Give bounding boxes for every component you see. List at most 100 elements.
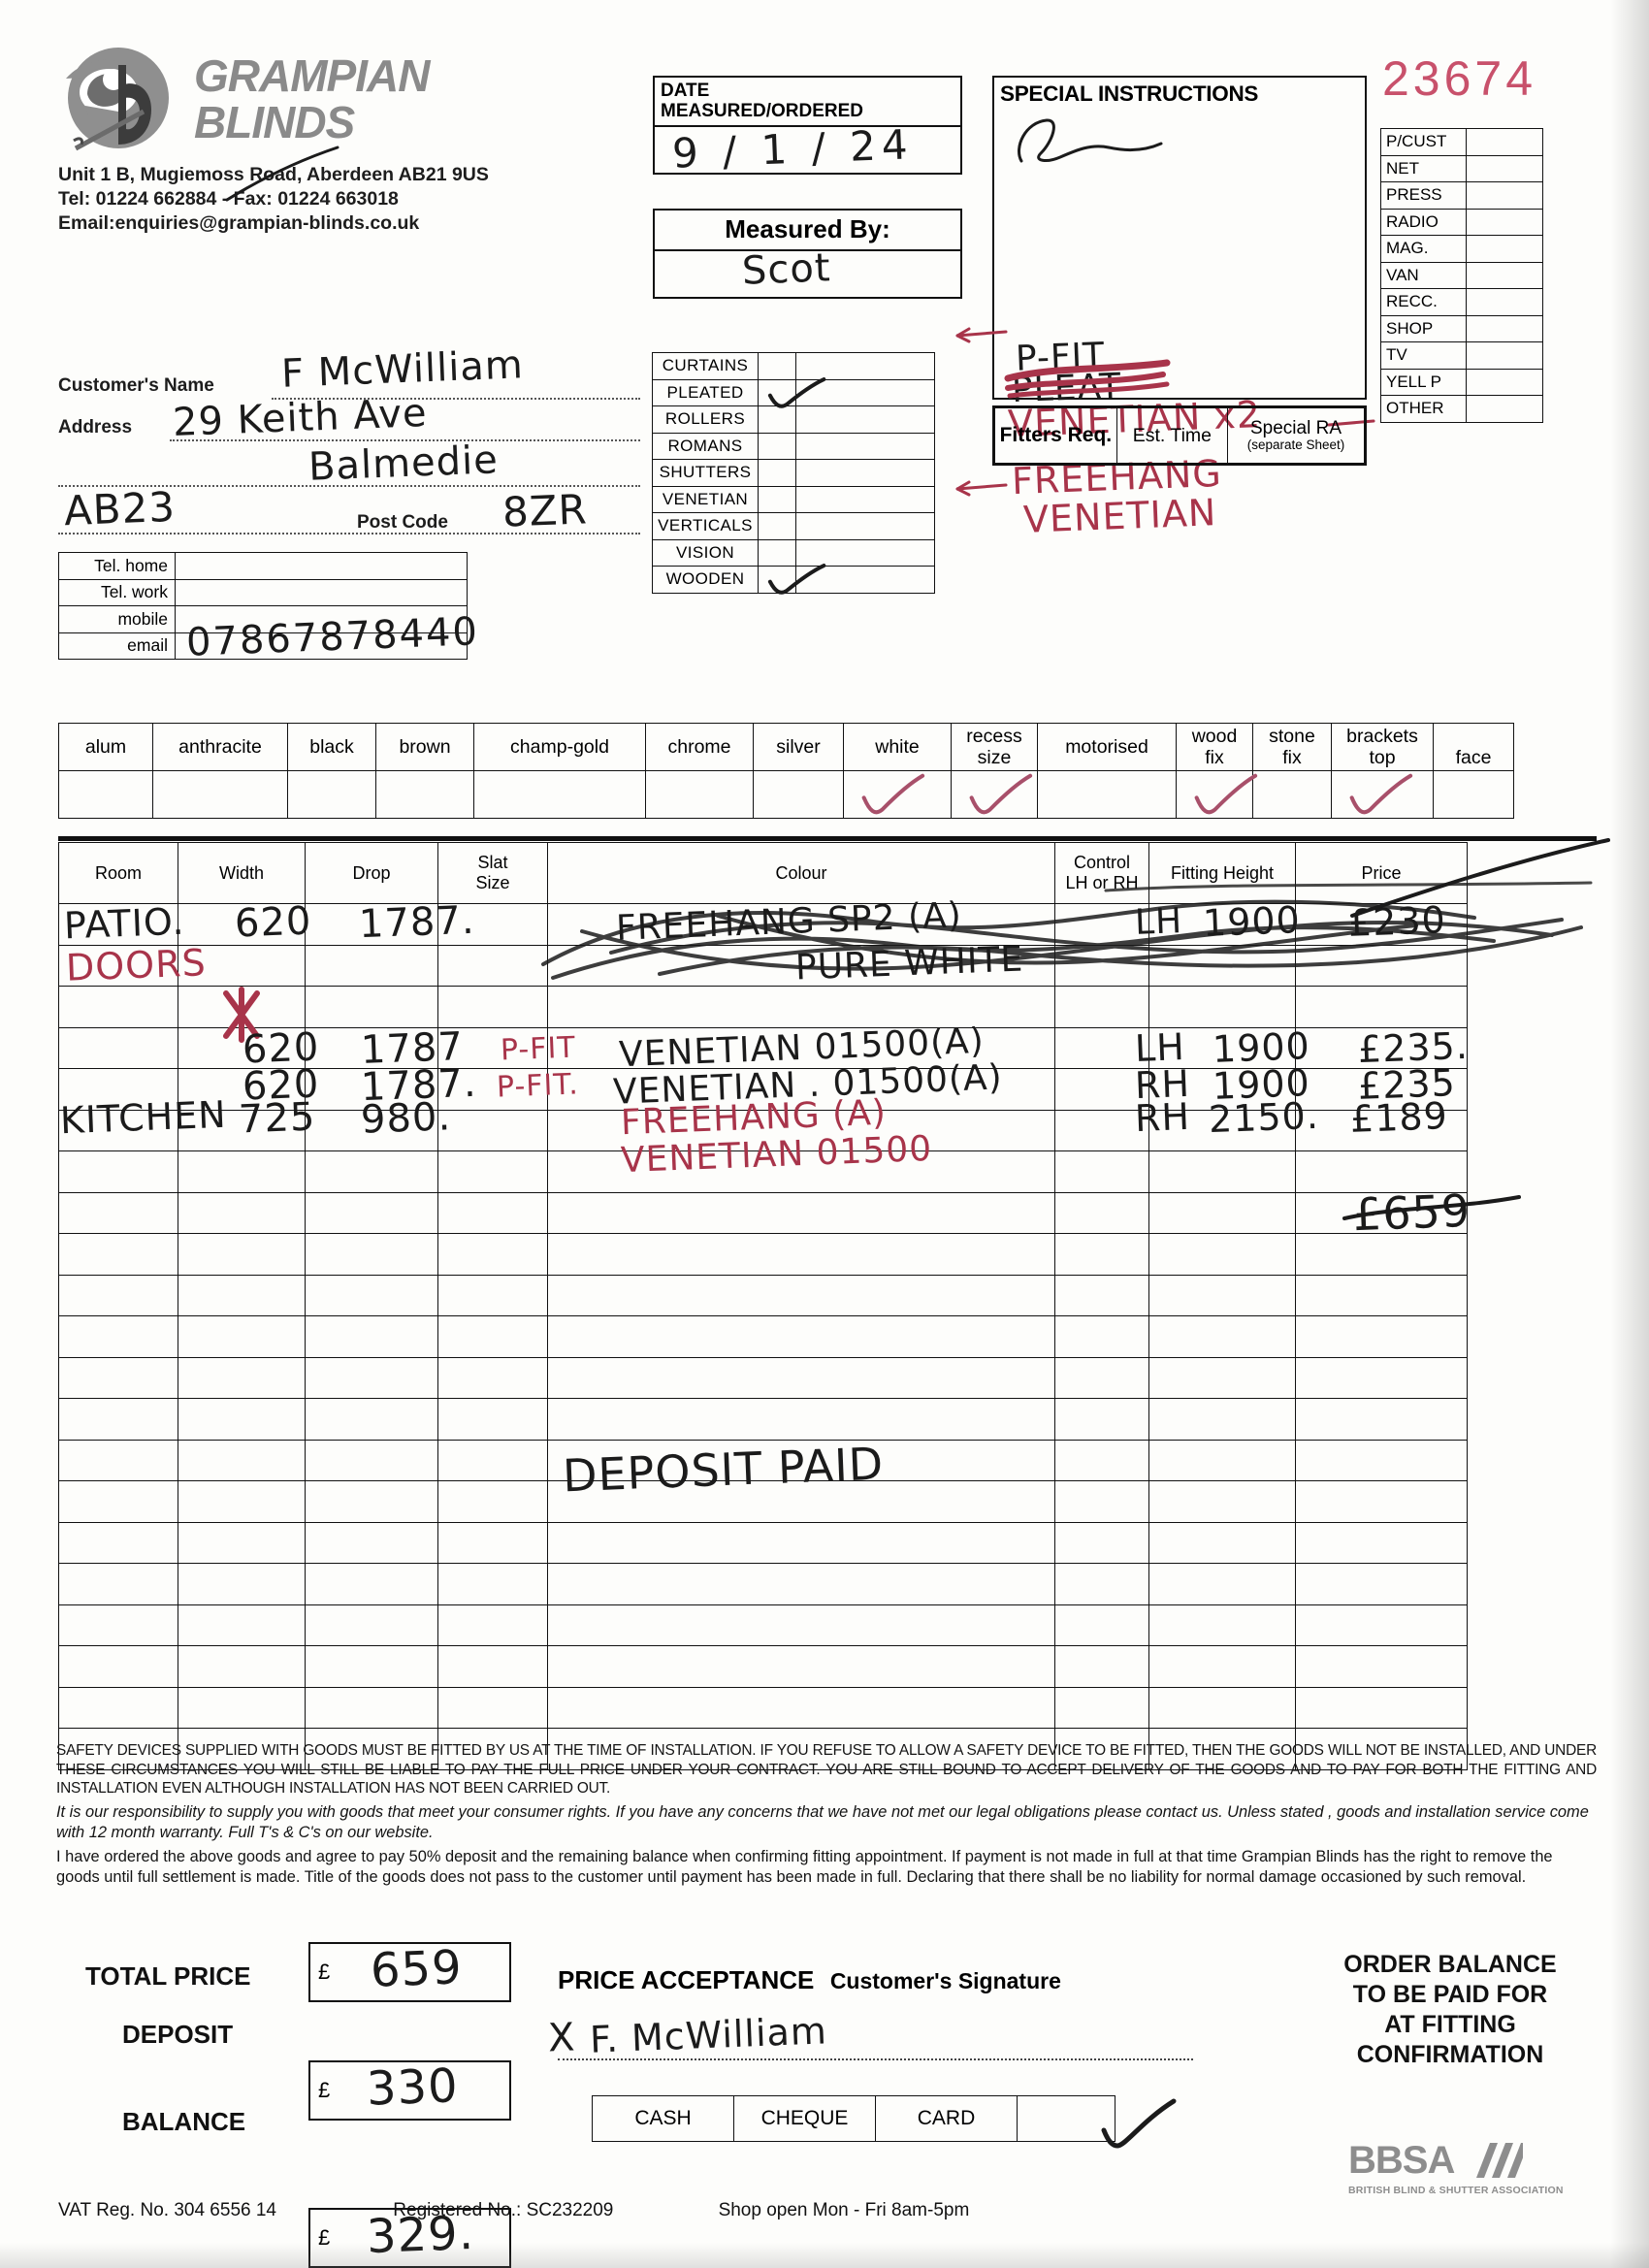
items-cell[interactable] (1054, 1150, 1149, 1193)
blind-type-check-shutters[interactable] (758, 459, 796, 487)
items-cell[interactable] (1054, 1563, 1149, 1605)
items-cell[interactable] (437, 1191, 548, 1234)
items-row[interactable] (58, 1728, 1468, 1770)
deposit-box[interactable]: £ 330 (308, 2058, 511, 2121)
blind-type-note-vision[interactable] (795, 538, 935, 567)
items-cell[interactable] (178, 1728, 306, 1770)
option-check-3[interactable] (375, 770, 474, 819)
items-cell[interactable] (178, 903, 306, 946)
items-cell[interactable] (305, 1150, 438, 1193)
items-cell[interactable] (178, 1109, 306, 1151)
balance-box[interactable]: £ 329. (308, 2206, 511, 2268)
items-row[interactable] (58, 1480, 1468, 1523)
special-instructions-box[interactable]: SPECIAL INSTRUCTIONS P-FIT PLEAT VENETIA… (992, 76, 1367, 541)
items-cell[interactable] (1295, 1026, 1468, 1069)
media-value-2[interactable] (1466, 181, 1543, 210)
items-cell[interactable] (1054, 1315, 1149, 1358)
blind-type-check-rollers[interactable] (758, 405, 796, 434)
option-check-11[interactable] (1252, 770, 1332, 819)
items-row[interactable] (58, 1398, 1468, 1441)
items-cell[interactable] (1295, 1315, 1468, 1358)
items-cell[interactable] (58, 1728, 178, 1770)
items-cell[interactable] (305, 1604, 438, 1646)
items-cell[interactable] (305, 1191, 438, 1234)
payment-method-check-cell[interactable] (1017, 2095, 1116, 2142)
items-cell[interactable] (178, 1563, 306, 1605)
items-row[interactable] (58, 1563, 1468, 1605)
items-cell[interactable] (178, 1686, 306, 1729)
blind-type-note-rollers[interactable] (795, 405, 935, 434)
items-row[interactable] (58, 986, 1468, 1028)
items-cell[interactable] (1295, 1439, 1468, 1481)
option-check-8[interactable] (951, 770, 1038, 819)
items-row[interactable] (58, 1604, 1468, 1646)
items-cell[interactable] (547, 1398, 1055, 1441)
option-check-7[interactable] (843, 770, 952, 819)
items-cell[interactable] (547, 1191, 1055, 1234)
items-cell[interactable] (178, 944, 306, 987)
items-cell[interactable] (1148, 1109, 1296, 1151)
items-cell[interactable] (437, 1728, 548, 1770)
items-row[interactable] (58, 1274, 1468, 1316)
items-cell[interactable] (1054, 1521, 1149, 1564)
items-cell[interactable] (178, 1191, 306, 1234)
items-cell[interactable] (58, 1356, 178, 1399)
items-cell[interactable] (305, 903, 438, 946)
items-cell[interactable] (178, 1315, 306, 1358)
contact-value-1[interactable] (175, 578, 468, 606)
signature-line[interactable] (558, 2058, 1193, 2060)
items-cell[interactable] (1295, 1109, 1468, 1151)
items-row[interactable] (58, 1315, 1468, 1358)
items-cell[interactable] (437, 1150, 548, 1193)
items-cell[interactable] (1295, 1398, 1468, 1441)
items-cell[interactable] (1054, 986, 1149, 1028)
option-check-2[interactable] (287, 770, 376, 819)
items-cell[interactable] (547, 1645, 1055, 1688)
items-cell[interactable] (1148, 1150, 1296, 1193)
option-check-10[interactable] (1176, 770, 1258, 819)
items-cell[interactable] (1148, 1604, 1296, 1646)
items-cell[interactable] (58, 1274, 178, 1316)
items-cell[interactable] (58, 1191, 178, 1234)
items-cell[interactable] (305, 1274, 438, 1316)
items-cell[interactable] (1148, 1233, 1296, 1276)
items-row[interactable] (58, 1686, 1468, 1729)
items-cell[interactable] (58, 1563, 178, 1605)
items-cell[interactable] (178, 1604, 306, 1646)
items-cell[interactable] (1054, 1274, 1149, 1316)
blind-type-check-vision[interactable] (758, 538, 796, 567)
items-cell[interactable] (547, 1439, 1055, 1481)
media-value-3[interactable] (1466, 208, 1543, 236)
items-row[interactable] (58, 1150, 1468, 1193)
media-value-1[interactable] (1466, 154, 1543, 182)
items-cell[interactable] (437, 1356, 548, 1399)
items-row[interactable] (58, 1645, 1468, 1688)
items-cell[interactable] (1295, 1728, 1468, 1770)
items-cell[interactable] (58, 1521, 178, 1564)
items-cell[interactable] (58, 1109, 178, 1151)
items-cell[interactable] (178, 1356, 306, 1399)
items-row[interactable] (58, 1439, 1468, 1481)
items-cell[interactable] (305, 1026, 438, 1069)
items-cell[interactable] (1148, 1398, 1296, 1441)
media-value-6[interactable] (1466, 288, 1543, 316)
items-cell[interactable] (305, 1686, 438, 1729)
payment-method-card[interactable]: CARD (875, 2095, 1018, 2142)
items-cell[interactable] (58, 903, 178, 946)
items-cell[interactable] (1295, 1521, 1468, 1564)
items-cell[interactable] (58, 1645, 178, 1688)
payment-method-cheque[interactable]: CHEQUE (733, 2095, 876, 2142)
items-cell[interactable] (1148, 1728, 1296, 1770)
blind-type-note-curtains[interactable] (795, 352, 935, 380)
blind-type-check-pleated[interactable] (758, 376, 826, 408)
items-cell[interactable] (1054, 1728, 1149, 1770)
items-row[interactable] (58, 1026, 1468, 1069)
items-cell[interactable] (58, 1686, 178, 1729)
items-row[interactable] (58, 903, 1468, 946)
items-cell[interactable] (1148, 1686, 1296, 1729)
items-cell[interactable] (1148, 1026, 1296, 1069)
blind-type-check-curtains[interactable] (758, 352, 796, 380)
blind-type-note-venetian[interactable] (795, 485, 935, 513)
blind-type-note-verticals[interactable] (795, 512, 935, 540)
items-cell[interactable] (1295, 1563, 1468, 1605)
